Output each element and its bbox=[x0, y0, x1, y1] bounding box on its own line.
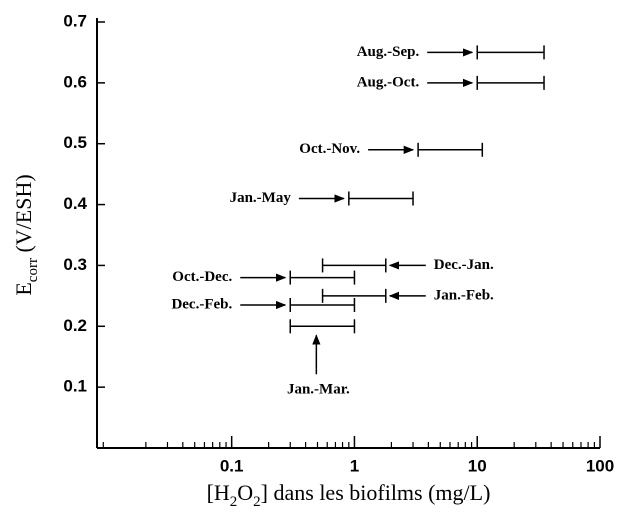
range-label: Dec.-Jan. bbox=[434, 257, 494, 273]
y-label-part: (V/ESH) bbox=[11, 174, 36, 258]
x-label-part: 2 bbox=[253, 494, 261, 510]
x-label-part: [H bbox=[207, 480, 230, 505]
x-tick-label: 1 bbox=[350, 456, 359, 475]
x-tick-label: 0.1 bbox=[220, 456, 244, 475]
y-label-part: E bbox=[11, 282, 36, 295]
x-axis-label: [H2O2] dans les biofilms (mg/L) bbox=[207, 480, 491, 510]
y-tick-label: 0.5 bbox=[63, 133, 87, 152]
x-label-part: O bbox=[237, 480, 253, 505]
x-label-part: ] dans les biofilms (mg/L) bbox=[261, 480, 491, 505]
x-tick-label: 100 bbox=[586, 456, 614, 475]
y-tick-label: 0.4 bbox=[63, 194, 87, 213]
range-label: Jan.-May bbox=[230, 190, 292, 206]
y-axis-label: Ecorr (V/ESH) bbox=[11, 174, 41, 295]
range-label: Aug.-Sep. bbox=[357, 44, 420, 60]
range-label: Oct.-Dec. bbox=[172, 269, 232, 285]
y-tick-label: 0.3 bbox=[63, 255, 87, 274]
range-label: Jan.-Mar. bbox=[287, 382, 350, 398]
range-label: Dec.-Feb. bbox=[171, 296, 232, 312]
y-tick-label: 0.7 bbox=[63, 11, 87, 30]
y-tick-label: 0.2 bbox=[63, 316, 87, 335]
range-label: Jan.-Feb. bbox=[434, 287, 494, 303]
y-label-part: corr bbox=[25, 258, 41, 282]
range-label: Aug.-Oct. bbox=[357, 74, 420, 90]
y-tick-label: 0.6 bbox=[63, 72, 87, 91]
x-label-part: 2 bbox=[230, 494, 238, 510]
range-label: Oct.-Nov. bbox=[299, 141, 360, 157]
x-tick-label: 10 bbox=[468, 456, 487, 475]
y-tick-label: 0.1 bbox=[63, 377, 87, 396]
